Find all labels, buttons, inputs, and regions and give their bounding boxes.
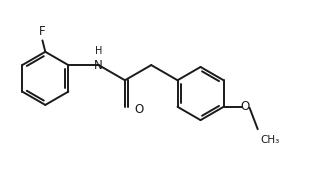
Text: F: F [39,24,46,38]
Text: O: O [240,100,249,113]
Text: CH₃: CH₃ [260,135,280,145]
Text: H: H [95,46,102,56]
Text: N: N [94,59,103,72]
Text: O: O [134,103,144,116]
